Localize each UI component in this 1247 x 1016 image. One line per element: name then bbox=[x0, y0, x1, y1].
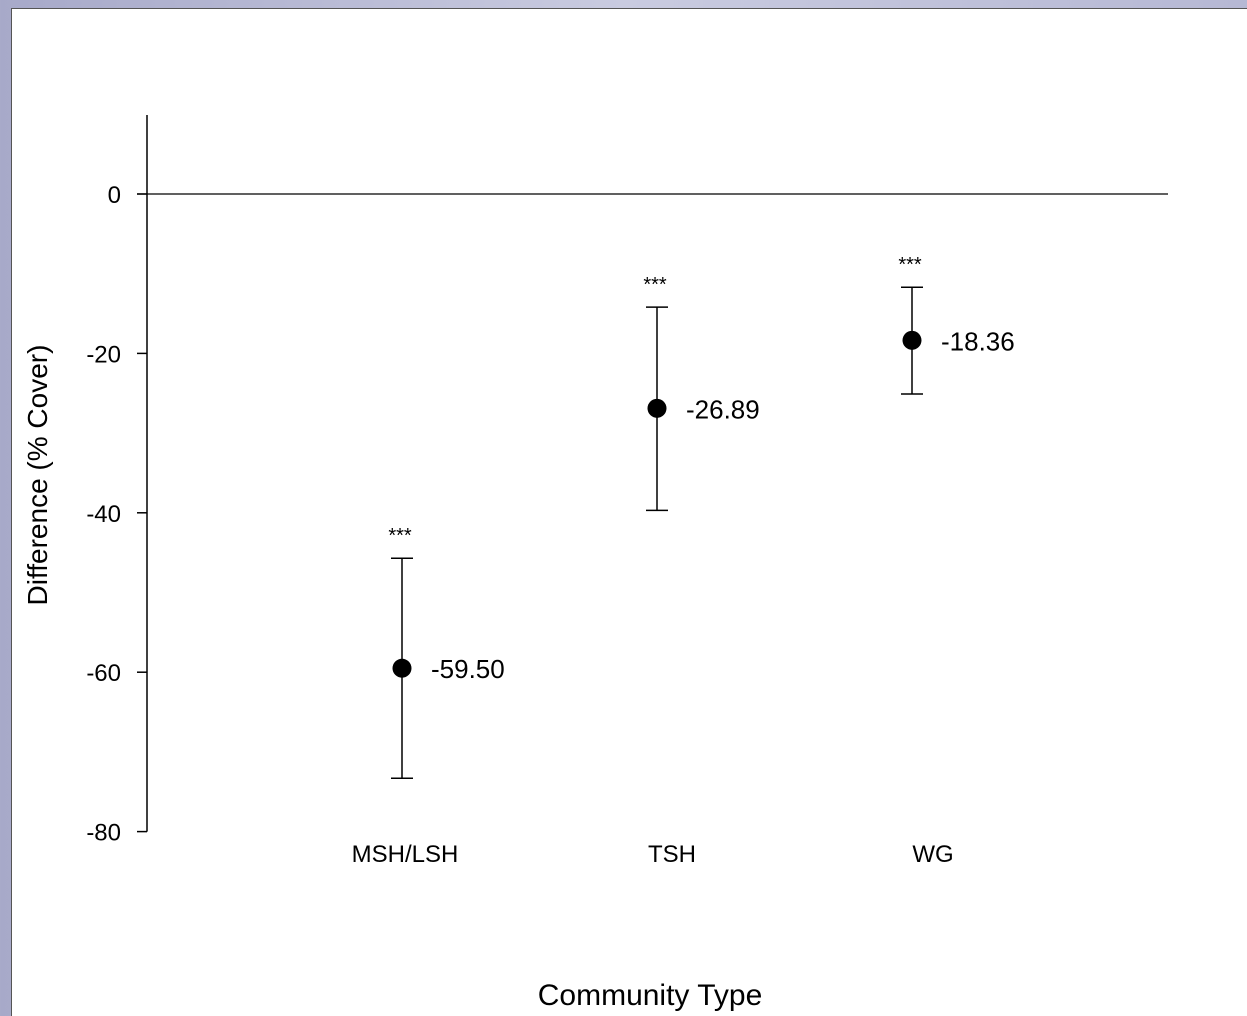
significance-mark: *** bbox=[898, 254, 922, 276]
data-point bbox=[392, 658, 412, 678]
significance-mark: *** bbox=[643, 274, 667, 296]
x-category-label: MSH/LSH bbox=[352, 841, 459, 868]
y-tick-label: -60 bbox=[86, 660, 121, 687]
value-label: -18.36 bbox=[941, 326, 1015, 356]
y-tick-label: -20 bbox=[86, 341, 121, 368]
x-axis-title: Community Type bbox=[538, 979, 763, 1012]
x-category-label: TSH bbox=[648, 841, 696, 868]
significance-mark: *** bbox=[388, 525, 412, 547]
data-point bbox=[902, 330, 922, 350]
y-axis-title: Difference (% Cover) bbox=[22, 345, 53, 606]
value-label: -26.89 bbox=[686, 394, 760, 424]
value-label: -59.50 bbox=[431, 654, 505, 684]
data-point bbox=[647, 398, 667, 418]
y-tick-label: -40 bbox=[86, 501, 121, 528]
y-tick-label: 0 bbox=[108, 182, 121, 209]
y-tick-label: -80 bbox=[86, 820, 121, 847]
chart-background bbox=[11, 8, 1247, 1016]
x-category-label: WG bbox=[912, 841, 953, 868]
